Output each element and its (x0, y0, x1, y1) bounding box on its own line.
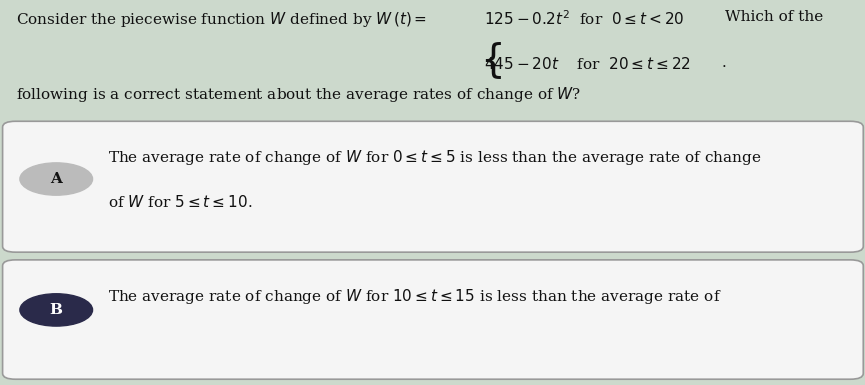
Text: B: B (49, 303, 63, 317)
Text: following is a correct statement about the average rates of change of $W$?: following is a correct statement about t… (16, 85, 580, 104)
Text: .: . (721, 56, 726, 70)
Circle shape (20, 163, 93, 195)
Text: A: A (50, 172, 62, 186)
Text: $125 - 0.2t^2$  for  $0 \leq t < 20$: $125 - 0.2t^2$ for $0 \leq t < 20$ (484, 10, 685, 28)
Text: The average rate of change of $W$ for $10 \leq t \leq 15$ is less than the avera: The average rate of change of $W$ for $1… (108, 287, 721, 306)
Text: of $W$ for $5 \leq t \leq 10$.: of $W$ for $5 \leq t \leq 10$. (108, 194, 253, 211)
Circle shape (20, 294, 93, 326)
Text: $\{$: $\{$ (480, 40, 502, 81)
Text: Which of the: Which of the (725, 10, 823, 23)
Text: Consider the piecewise function $W$ defined by $W\,(t) =$: Consider the piecewise function $W$ defi… (16, 10, 426, 28)
Text: $445 - 20t$    for  $20 \leq t \leq 22$: $445 - 20t$ for $20 \leq t \leq 22$ (484, 56, 691, 72)
FancyBboxPatch shape (3, 121, 863, 252)
Text: The average rate of change of $W$ for $0 \leq t \leq 5$ is less than the average: The average rate of change of $W$ for $0… (108, 148, 761, 167)
FancyBboxPatch shape (3, 260, 863, 379)
